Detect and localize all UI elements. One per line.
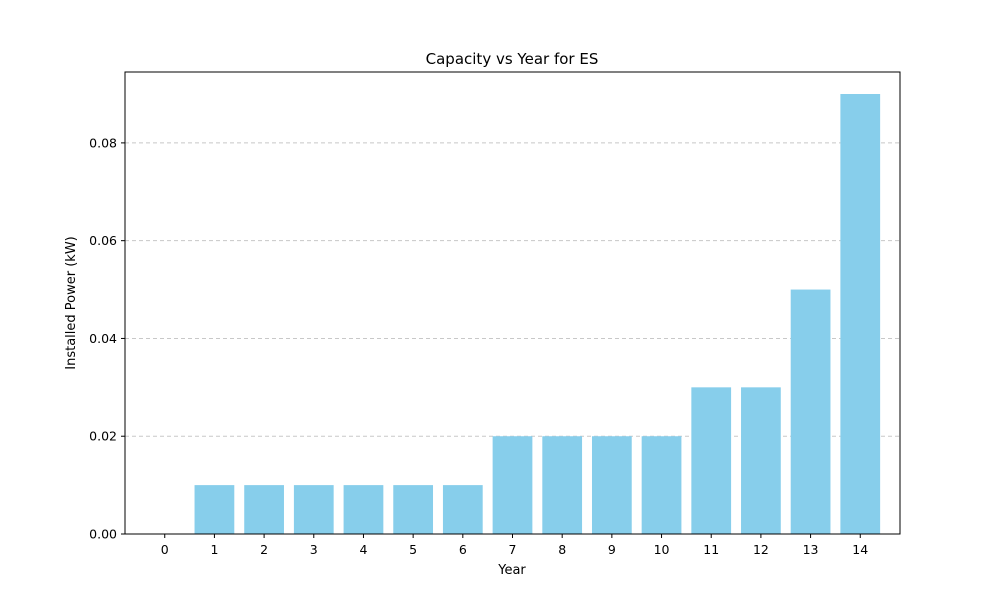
bar (293, 485, 334, 534)
y-tick-label: 0.00 (89, 527, 117, 542)
y-tick-label: 0.02 (89, 429, 117, 444)
y-axis-ticks: 0.00 0.02 0.04 0.06 0.08 (89, 135, 125, 542)
bar (492, 436, 533, 534)
bar (343, 485, 384, 534)
x-tick-label: 2 (260, 542, 268, 557)
bar (591, 436, 632, 534)
bar (244, 485, 284, 534)
chart-title: Capacity vs Year for ES (426, 50, 599, 68)
bars (194, 94, 881, 534)
x-tick-label: 7 (509, 542, 517, 557)
x-tick-label: 8 (558, 542, 566, 557)
bar (790, 289, 831, 534)
x-tick-label: 14 (852, 542, 868, 557)
x-tick-label: 13 (803, 542, 819, 557)
x-tick-label: 12 (753, 542, 769, 557)
x-axis-ticks: 0 1 2 3 4 5 6 7 8 9 10 11 12 13 14 (161, 534, 868, 557)
x-tick-label: 6 (459, 542, 467, 557)
bar (442, 485, 483, 534)
bar (741, 387, 781, 534)
y-tick-label: 0.06 (89, 233, 117, 248)
y-tick-label: 0.08 (89, 135, 117, 150)
x-tick-label: 10 (654, 542, 670, 557)
bar (691, 387, 732, 534)
x-tick-label: 3 (310, 542, 318, 557)
bar (393, 485, 434, 534)
x-tick-label: 9 (608, 542, 616, 557)
x-tick-label: 11 (703, 542, 719, 557)
bar (194, 485, 235, 534)
x-axis-label: Year (497, 563, 526, 578)
y-tick-label: 0.04 (89, 331, 117, 346)
bar (542, 436, 583, 534)
x-tick-label: 0 (161, 542, 169, 557)
bar (641, 436, 682, 534)
x-tick-label: 4 (359, 542, 367, 557)
y-axis-label: Installed Power (kW) (64, 236, 79, 369)
bar (840, 94, 881, 534)
gridlines (125, 142, 900, 437)
x-tick-label: 5 (409, 542, 417, 557)
x-tick-label: 1 (210, 542, 218, 557)
